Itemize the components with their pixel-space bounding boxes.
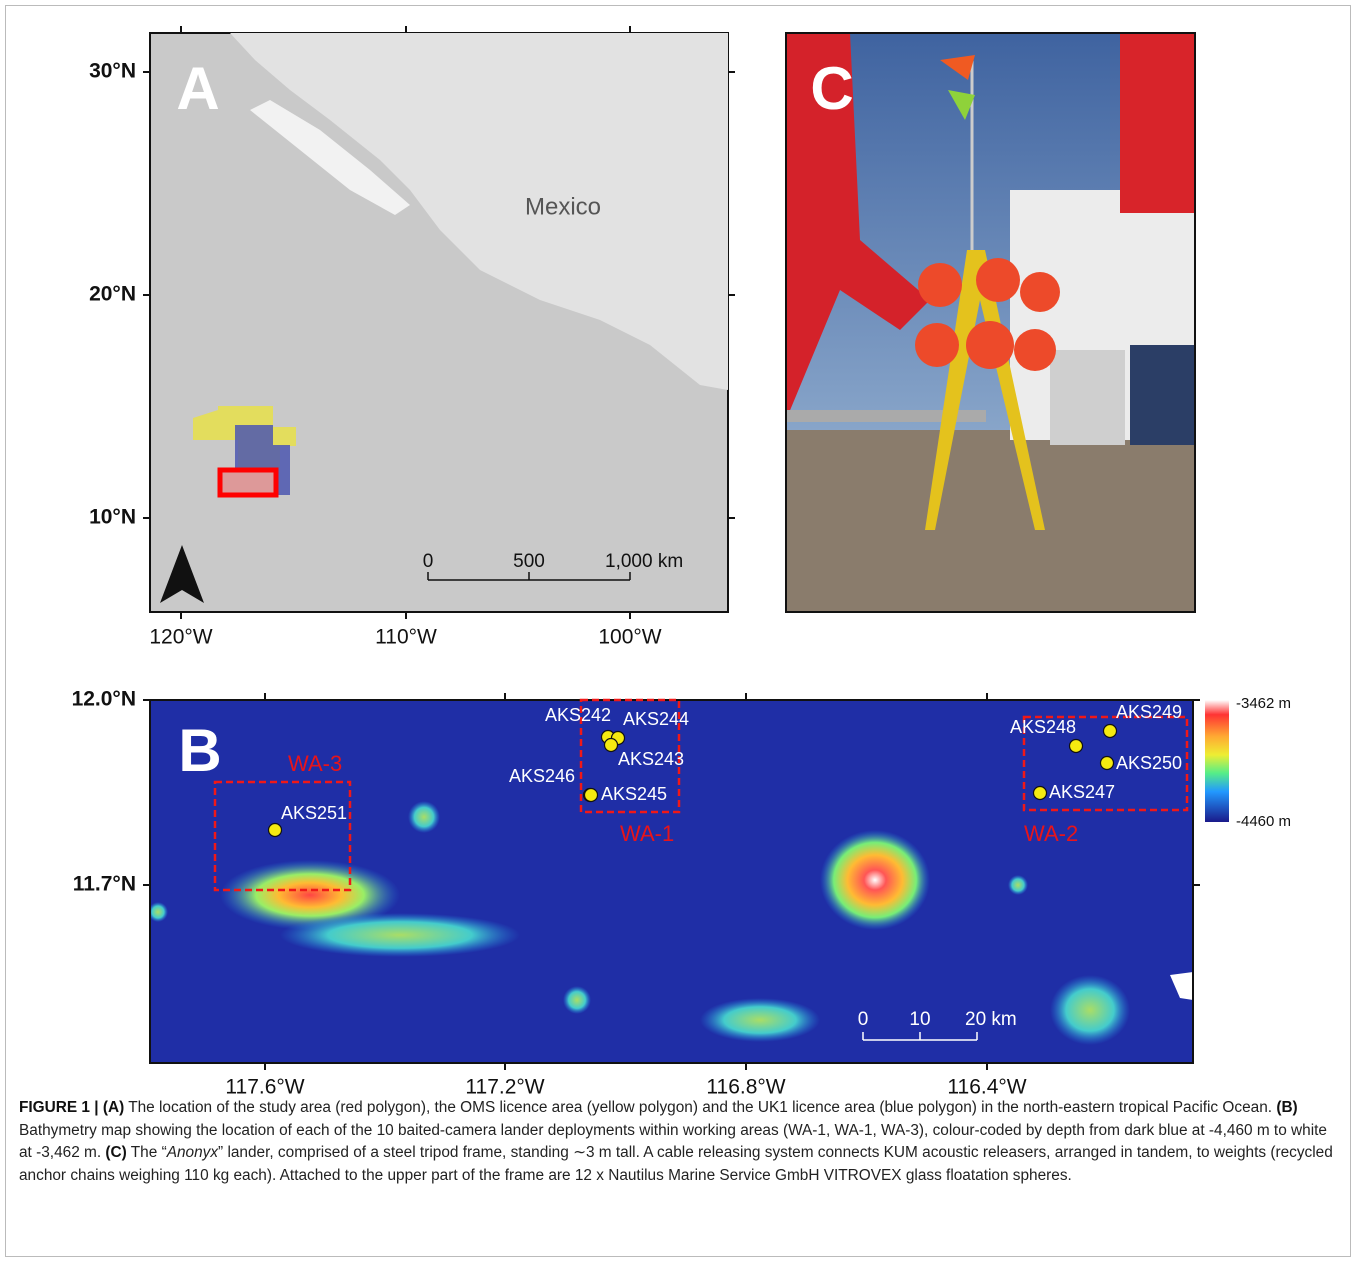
station-label: AKS251 (281, 803, 347, 823)
lat-label: 30°N (89, 60, 136, 83)
station-label: AKS244 (623, 709, 689, 729)
station-label: AKS246 (509, 766, 575, 786)
lat-label: 10°N (89, 506, 136, 529)
scale-label: 500 (513, 551, 545, 572)
station-label: AKS245 (601, 784, 667, 804)
scale-label: 1,000 km (605, 551, 683, 572)
scale-label: 20 km (965, 1009, 1017, 1030)
station-label: AKS242 (545, 705, 611, 725)
area-label: WA-1 (620, 821, 674, 846)
caption-tag: (B) (1276, 1099, 1297, 1116)
colorbar-label: -4460 m (1236, 813, 1291, 830)
lat-label: 20°N (89, 283, 136, 306)
scale-label: 0 (858, 1009, 869, 1030)
station-label: AKS250 (1116, 753, 1182, 773)
lon-label: 100°W (598, 626, 661, 649)
lat-label: 11.7°N (73, 873, 136, 896)
station-dot (1070, 740, 1083, 753)
station-label: AKS248 (1010, 717, 1076, 737)
station-dot (585, 789, 598, 802)
lon-label: 110°W (375, 626, 437, 649)
station-dot (269, 824, 282, 837)
caption-tag: (C) (105, 1144, 126, 1161)
lon-label: 116.4°W (947, 1076, 1026, 1095)
caption-tag: (A) (103, 1099, 124, 1116)
figure: A Mexico C B 30°N 20°N 10°N 120°W 110°W 100°W (0, 0, 1358, 1095)
scale-label: 10 (909, 1009, 930, 1030)
scale-label: 0 (423, 551, 434, 572)
station-dot (1101, 757, 1114, 770)
caption-italic: Anonyx (167, 1144, 218, 1161)
caption-text: The location of the study area (red poly… (124, 1099, 1276, 1116)
study-area (220, 470, 276, 495)
lon-label: 117.6°W (225, 1076, 304, 1095)
station-label: AKS247 (1049, 782, 1115, 802)
area-label: WA-3 (288, 751, 342, 776)
caption: FIGURE 1 | (A) The location of the study… (19, 1097, 1341, 1187)
station-dot (1104, 725, 1117, 738)
lon-label: 117.2°W (465, 1076, 544, 1095)
panel-letter: A (176, 55, 219, 122)
caption-text: The “ (127, 1144, 167, 1161)
area-label: WA-2 (1024, 821, 1078, 846)
lon-label: 120°W (149, 626, 212, 649)
colorbar (1205, 700, 1229, 822)
station-label: AKS249 (1116, 702, 1182, 722)
panel-letter: C (810, 55, 853, 122)
station-label: AKS243 (618, 749, 684, 769)
country-label: Mexico (525, 193, 601, 220)
station-dot (1034, 787, 1047, 800)
panel-letter: B (178, 717, 221, 784)
lat-label: 12.0°N (72, 688, 136, 711)
station-dot (605, 739, 618, 752)
caption-label: FIGURE 1 | (19, 1099, 103, 1116)
lon-label: 116.8°W (706, 1076, 785, 1095)
colorbar-label: -3462 m (1236, 695, 1291, 712)
